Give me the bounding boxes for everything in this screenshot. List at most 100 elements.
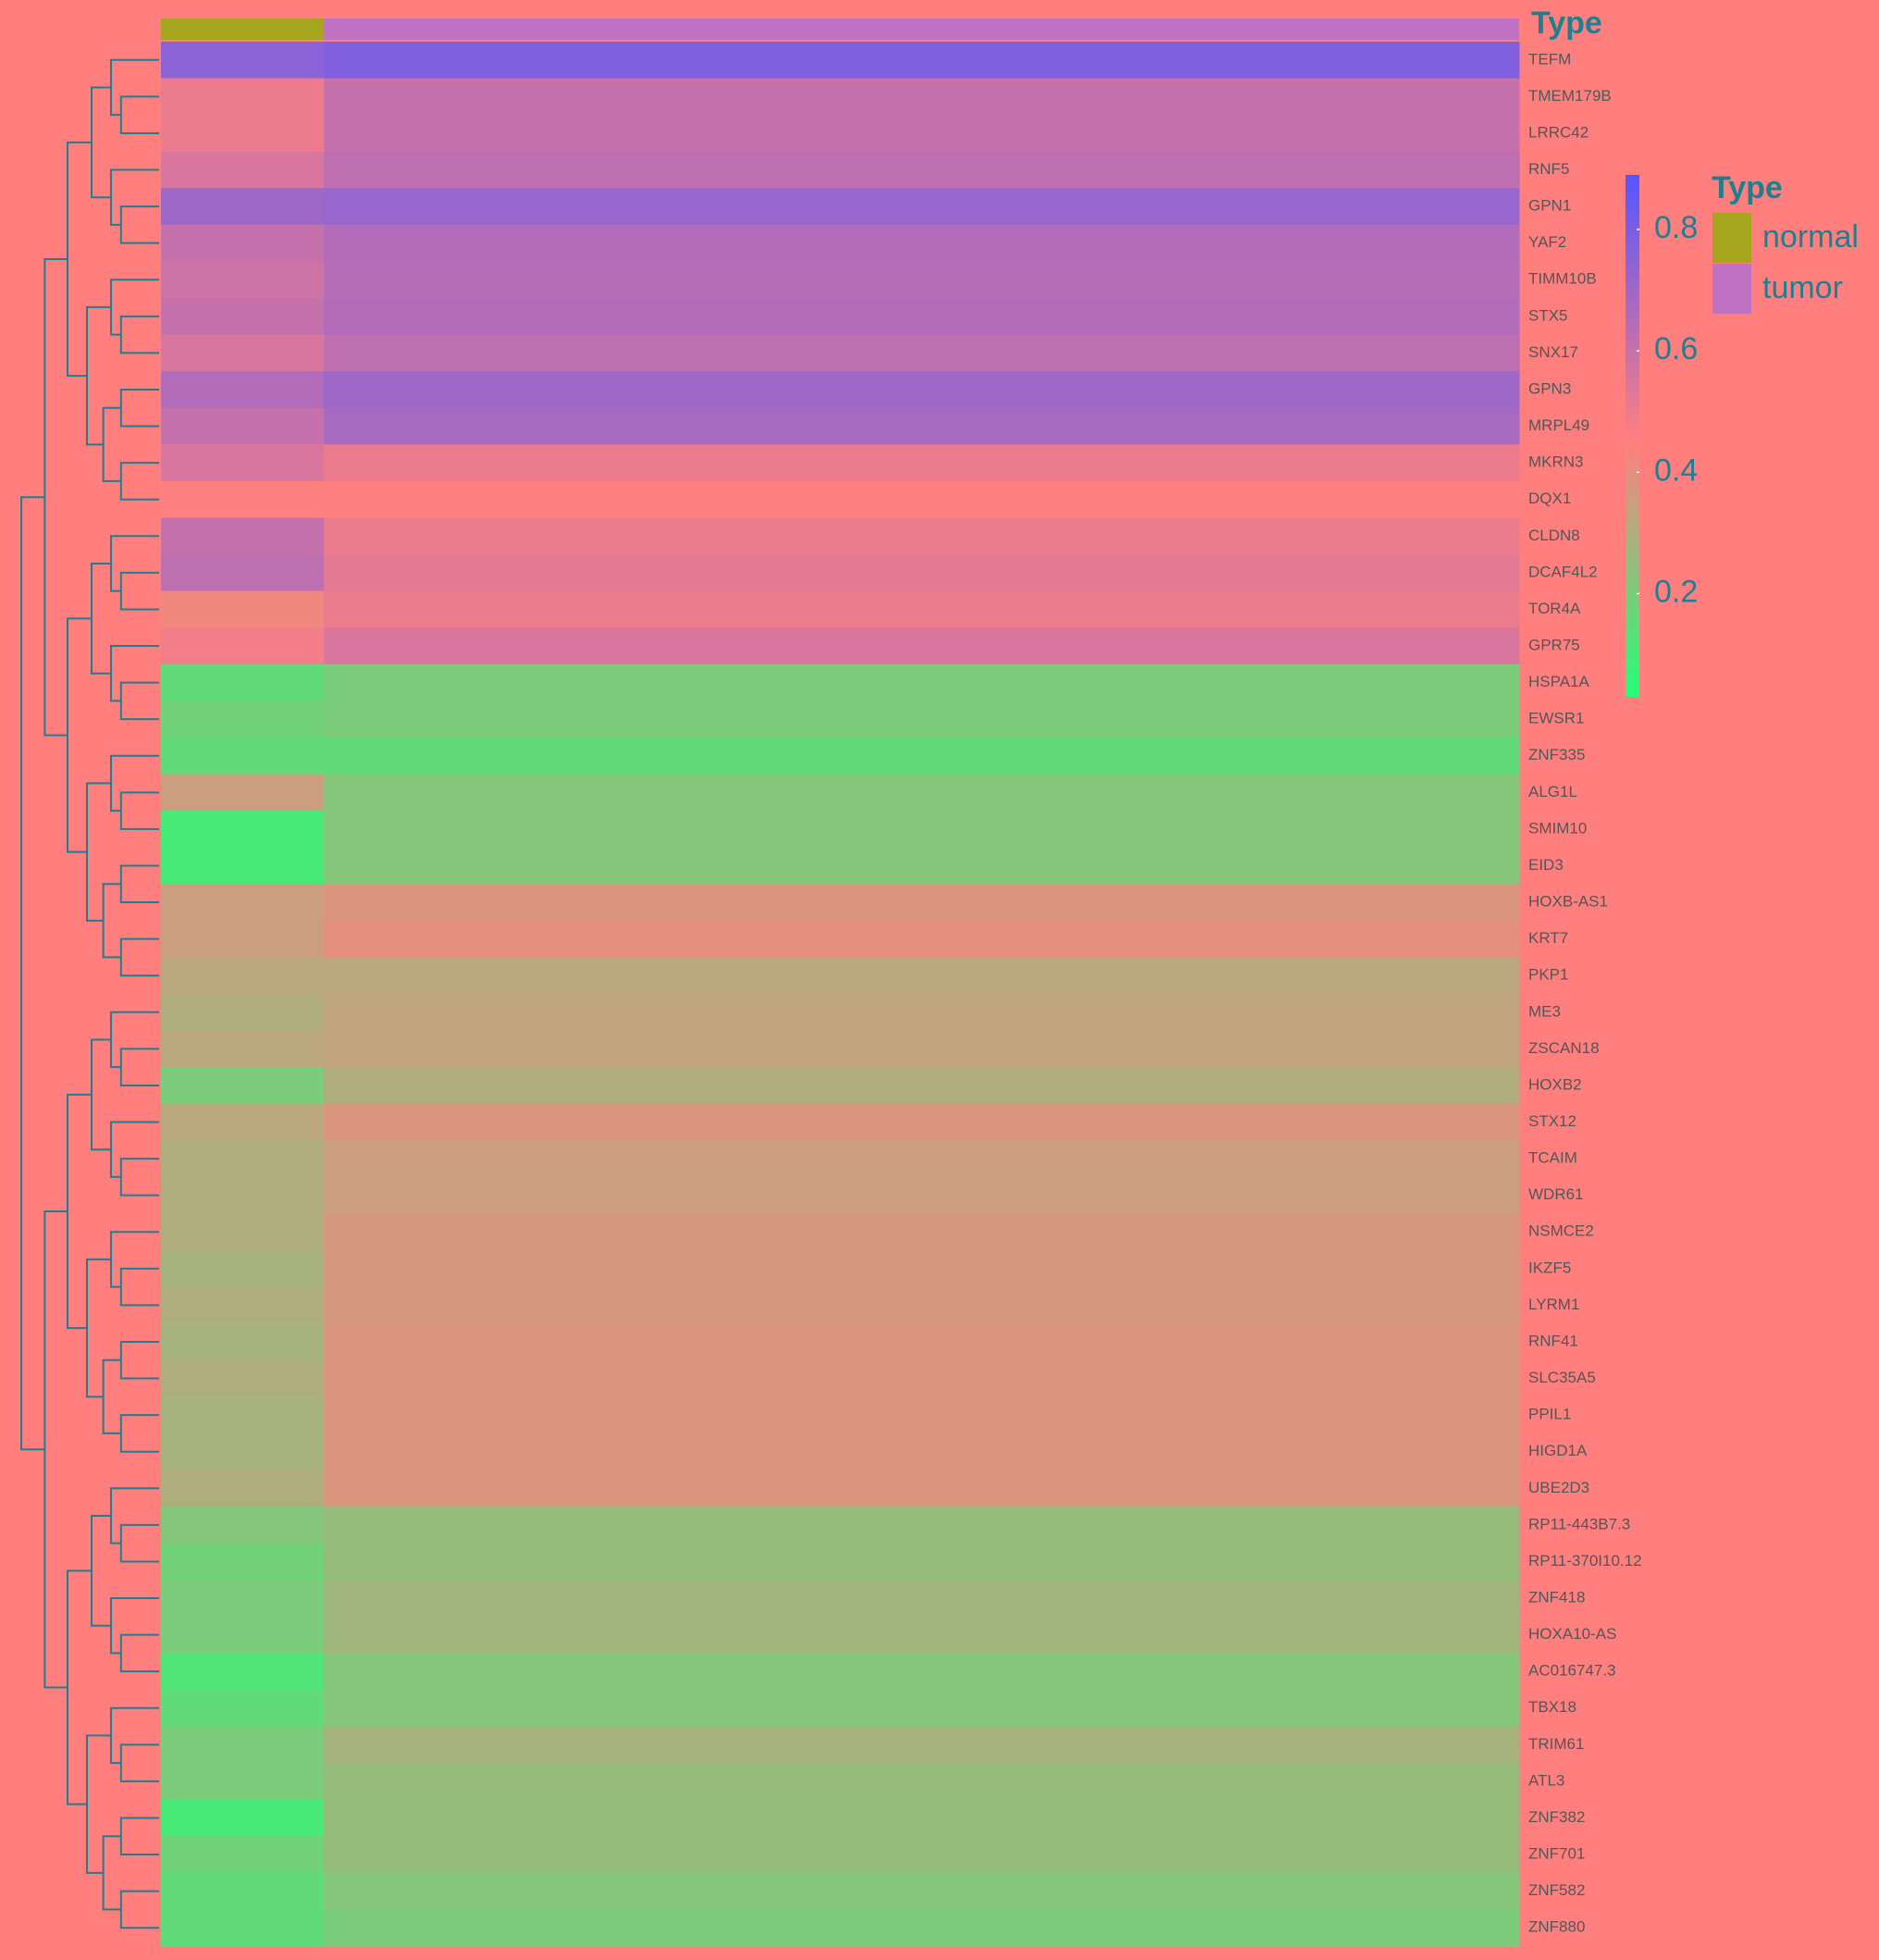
heatmap-cell <box>324 920 1520 958</box>
row-label: ZNF880 <box>1528 1918 1585 1936</box>
dendrogram-branch <box>119 1158 159 1197</box>
dendrogram-branch <box>91 86 111 199</box>
row-label: ALG1L <box>1528 783 1577 800</box>
row-label: HOXA10-AS <box>1528 1625 1616 1643</box>
dendrogram-branch <box>119 791 159 830</box>
heatmap-cell <box>161 151 325 189</box>
heatmap-cell <box>161 1103 325 1141</box>
heatmap-cell <box>161 664 325 701</box>
row-label: GPR75 <box>1528 637 1580 654</box>
row-label: YAF2 <box>1528 233 1566 251</box>
row-label: ZNF382 <box>1528 1808 1585 1826</box>
heatmap-cell <box>161 627 325 665</box>
heatmap-cell <box>324 1176 1520 1214</box>
row-label: ZNF418 <box>1528 1589 1585 1606</box>
heatmap-cell <box>161 78 325 116</box>
row-label: KRT7 <box>1528 929 1568 947</box>
heatmap-cell <box>161 884 325 922</box>
dendrogram-branch <box>119 315 159 354</box>
dendrogram-branch <box>67 1093 93 1330</box>
heatmap-cell <box>324 1836 1520 1874</box>
heatmap-cell <box>324 1580 1520 1618</box>
heatmap-cell <box>161 994 325 1032</box>
heatmap-cell <box>324 701 1520 738</box>
row-label: AC016747.3 <box>1528 1662 1616 1680</box>
colorbar-tick-label: 0.2 <box>1654 574 1698 609</box>
dendrogram-branch <box>67 1569 93 1805</box>
heatmap-cell <box>324 1909 1520 1947</box>
row-label: TBX18 <box>1528 1698 1576 1716</box>
colorbar <box>1626 175 1639 697</box>
heatmap-cell <box>324 627 1520 665</box>
heatmap-cell <box>161 1250 325 1288</box>
row-label: TCAIM <box>1528 1149 1577 1167</box>
row-label: MRPL49 <box>1528 416 1589 434</box>
heatmap-cell <box>324 151 1520 189</box>
heatmap-cell <box>161 261 325 299</box>
heatmap-cell <box>324 1067 1520 1105</box>
legend-swatch <box>1712 213 1751 263</box>
heatmap-cell <box>161 590 325 628</box>
heatmap-cell <box>161 42 325 80</box>
heatmap-cell <box>324 480 1520 518</box>
heatmap-cell <box>161 444 325 482</box>
annotation-cell <box>161 19 325 40</box>
row-label: ZNF335 <box>1528 746 1585 763</box>
heatmap-cell <box>161 554 325 592</box>
row-label: HOXB-AS1 <box>1528 893 1608 911</box>
heatmap-cell <box>161 517 325 555</box>
dendrogram-branch <box>119 864 159 904</box>
heatmap-cell <box>324 554 1520 592</box>
dendrogram-branch <box>119 95 159 134</box>
dendrogram-branch <box>119 462 159 501</box>
row-label: RNF41 <box>1528 1332 1578 1349</box>
heatmap-cell <box>161 1176 325 1214</box>
heatmap-cell <box>161 811 325 849</box>
heatmap-cell <box>324 261 1520 299</box>
dendrogram-branch <box>119 1817 159 1856</box>
row-label: TRIM61 <box>1528 1735 1584 1753</box>
row-label: SMIM10 <box>1528 819 1587 837</box>
heatmap-cell <box>161 920 325 958</box>
heatmap-cell <box>161 1726 325 1764</box>
heatmap-cell <box>161 1359 325 1397</box>
heatmap-cell <box>324 1470 1520 1507</box>
dendrogram-branch <box>119 937 159 977</box>
row-label: CLDN8 <box>1528 527 1580 544</box>
heatmap-cell <box>324 115 1520 153</box>
heatmap-cell <box>324 590 1520 628</box>
row-label: LRRC42 <box>1528 123 1588 141</box>
heatmap-cell <box>161 737 325 775</box>
heatmap-cell <box>161 224 325 262</box>
heatmap-cell <box>161 701 325 738</box>
heatmap-cell <box>161 1799 325 1837</box>
heatmap-cell <box>324 78 1520 116</box>
dendrogram-branch <box>119 1890 159 1929</box>
heatmap-cell <box>161 407 325 445</box>
dendrogram-branch <box>102 1358 121 1434</box>
heatmap-cell <box>161 1286 325 1324</box>
dendrogram-branch <box>67 141 93 378</box>
dendrogram-branch <box>119 1523 159 1563</box>
row-label: PKP1 <box>1528 966 1568 984</box>
heatmap-cell <box>324 847 1520 885</box>
heatmap-cell <box>161 371 325 409</box>
heatmap-cell <box>324 1433 1520 1470</box>
dendrogram-branch <box>67 617 93 853</box>
row-label: EID3 <box>1528 856 1564 874</box>
heatmap-cell <box>161 957 325 995</box>
heatmap-cell <box>161 1140 325 1178</box>
heatmap-cell <box>324 1286 1520 1324</box>
heatmap-cell <box>161 1396 325 1434</box>
heatmap-cell <box>161 1689 325 1728</box>
row-label: ZNF701 <box>1528 1845 1585 1863</box>
heatmap-cell <box>161 1323 325 1361</box>
row-label: RNF5 <box>1528 160 1569 178</box>
heatmap-cell <box>324 444 1520 482</box>
row-label: DCAF4L2 <box>1528 563 1598 580</box>
row-label: STX5 <box>1528 306 1568 324</box>
dendrogram-branch <box>119 1743 159 1782</box>
heatmap-cell <box>324 188 1520 226</box>
row-label: SNX17 <box>1528 343 1578 361</box>
heatmap-cell <box>161 1580 325 1618</box>
